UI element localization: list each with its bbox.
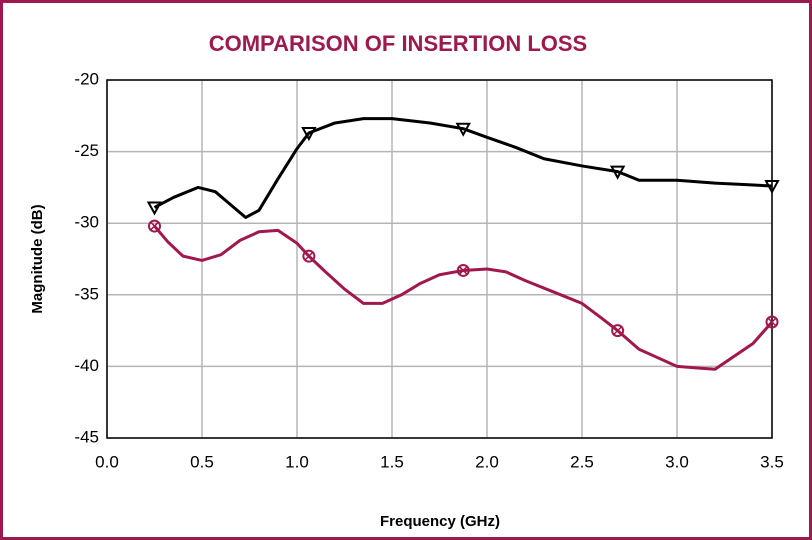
y-tick-label: -25 — [74, 141, 99, 160]
y-tick-label: -45 — [74, 427, 99, 446]
series-line — [153, 225, 774, 371]
y-tick-label: -35 — [74, 284, 99, 303]
y-axis-label: Magnitude (dB) — [29, 204, 46, 313]
x-tick-label: 1.0 — [285, 452, 309, 471]
marker-cross — [150, 222, 159, 231]
x-tick-label: 2.0 — [475, 452, 499, 471]
x-tick-label: 3.5 — [760, 452, 784, 471]
y-tick-label: -40 — [74, 356, 99, 375]
marker — [765, 315, 779, 329]
marker-cross — [767, 317, 777, 327]
marker — [146, 201, 163, 216]
marker — [148, 219, 161, 233]
series-line — [153, 117, 773, 219]
marker-cross — [304, 252, 313, 261]
y-tick-label: -30 — [74, 213, 99, 232]
marker — [611, 324, 625, 338]
x-tick-label: 3.0 — [665, 452, 689, 471]
marker — [302, 249, 316, 263]
marker — [609, 165, 626, 180]
marker — [456, 263, 470, 277]
x-tick-label: 0.0 — [95, 452, 119, 471]
marker-cross — [613, 326, 622, 335]
marker — [455, 122, 471, 137]
x-tick-label: 0.5 — [190, 452, 214, 471]
x-axis-label: Frequency (GHz) — [380, 513, 500, 530]
marker — [764, 179, 780, 195]
x-tick-label: 2.5 — [570, 452, 594, 471]
y-tick-label: -20 — [74, 69, 99, 88]
plot-frame — [106, 79, 773, 439]
marker — [301, 126, 317, 142]
chart-title: COMPARISON OF INSERTION LOSS — [209, 31, 588, 56]
marker-cross — [459, 266, 468, 275]
x-tick-label: 1.5 — [380, 452, 404, 471]
